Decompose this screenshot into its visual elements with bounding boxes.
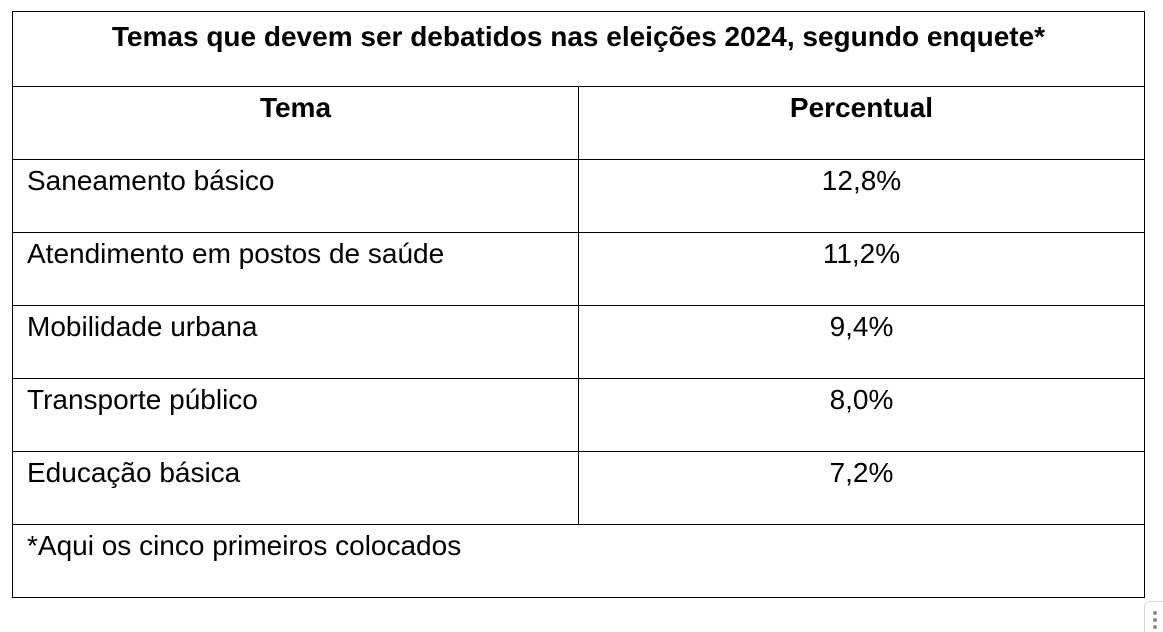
header-percentual: Percentual: [578, 86, 1145, 160]
percentual-text: 8,0%: [829, 384, 894, 415]
table-title-text: Temas que devem ser debatidos nas eleiçõ…: [111, 21, 1046, 52]
dot: [1153, 625, 1157, 629]
tema-text: Mobilidade urbana: [27, 311, 258, 342]
table-row: Atendimento em postos de saúde 11,2%: [12, 232, 1145, 306]
tema-cell: Mobilidade urbana: [12, 305, 579, 379]
tema-text: Saneamento básico: [27, 165, 275, 196]
tema-cell: Saneamento básico: [12, 159, 579, 233]
vertical-dots-icon[interactable]: [1144, 601, 1163, 632]
tema-text: Atendimento em postos de saúde: [27, 238, 445, 269]
percentual-cell: 8,0%: [578, 378, 1145, 452]
header-row: Tema Percentual: [12, 86, 1145, 160]
header-tema: Tema: [12, 86, 579, 160]
percentual-text: 9,4%: [829, 311, 894, 342]
survey-table: Temas que devem ser debatidos nas eleiçõ…: [12, 11, 1145, 598]
table-row: Transporte público 8,0%: [12, 378, 1145, 452]
percentual-text: 7,2%: [829, 457, 894, 488]
percentual-cell: 9,4%: [578, 305, 1145, 379]
percentual-cell: 11,2%: [578, 232, 1145, 306]
table-row: Saneamento básico 12,8%: [12, 159, 1145, 233]
tema-cell: Transporte público: [12, 378, 579, 452]
table-row: Mobilidade urbana 9,4%: [12, 305, 1145, 379]
tema-cell: Educação básica: [12, 451, 579, 525]
tema-text: Educação básica: [27, 457, 241, 488]
percentual-text: 12,8%: [821, 165, 902, 196]
percentual-cell: 12,8%: [578, 159, 1145, 233]
dot: [1153, 618, 1157, 622]
title-row: Temas que devem ser debatidos nas eleiçõ…: [12, 11, 1145, 87]
dot: [1153, 611, 1157, 615]
tema-cell: Atendimento em postos de saúde: [12, 232, 579, 306]
footnote: *Aqui os cinco primeiros colocados: [12, 524, 1145, 598]
percentual-cell: 7,2%: [578, 451, 1145, 525]
tema-text: Transporte público: [27, 384, 258, 415]
footnote-row: *Aqui os cinco primeiros colocados: [12, 524, 1145, 598]
footnote-text: *Aqui os cinco primeiros colocados: [27, 530, 462, 561]
table-title: Temas que devem ser debatidos nas eleiçõ…: [12, 11, 1145, 87]
table-row: Educação básica 7,2%: [12, 451, 1145, 525]
header-tema-text: Tema: [259, 92, 332, 123]
header-percentual-text: Percentual: [789, 92, 934, 123]
percentual-text: 11,2%: [822, 238, 901, 269]
